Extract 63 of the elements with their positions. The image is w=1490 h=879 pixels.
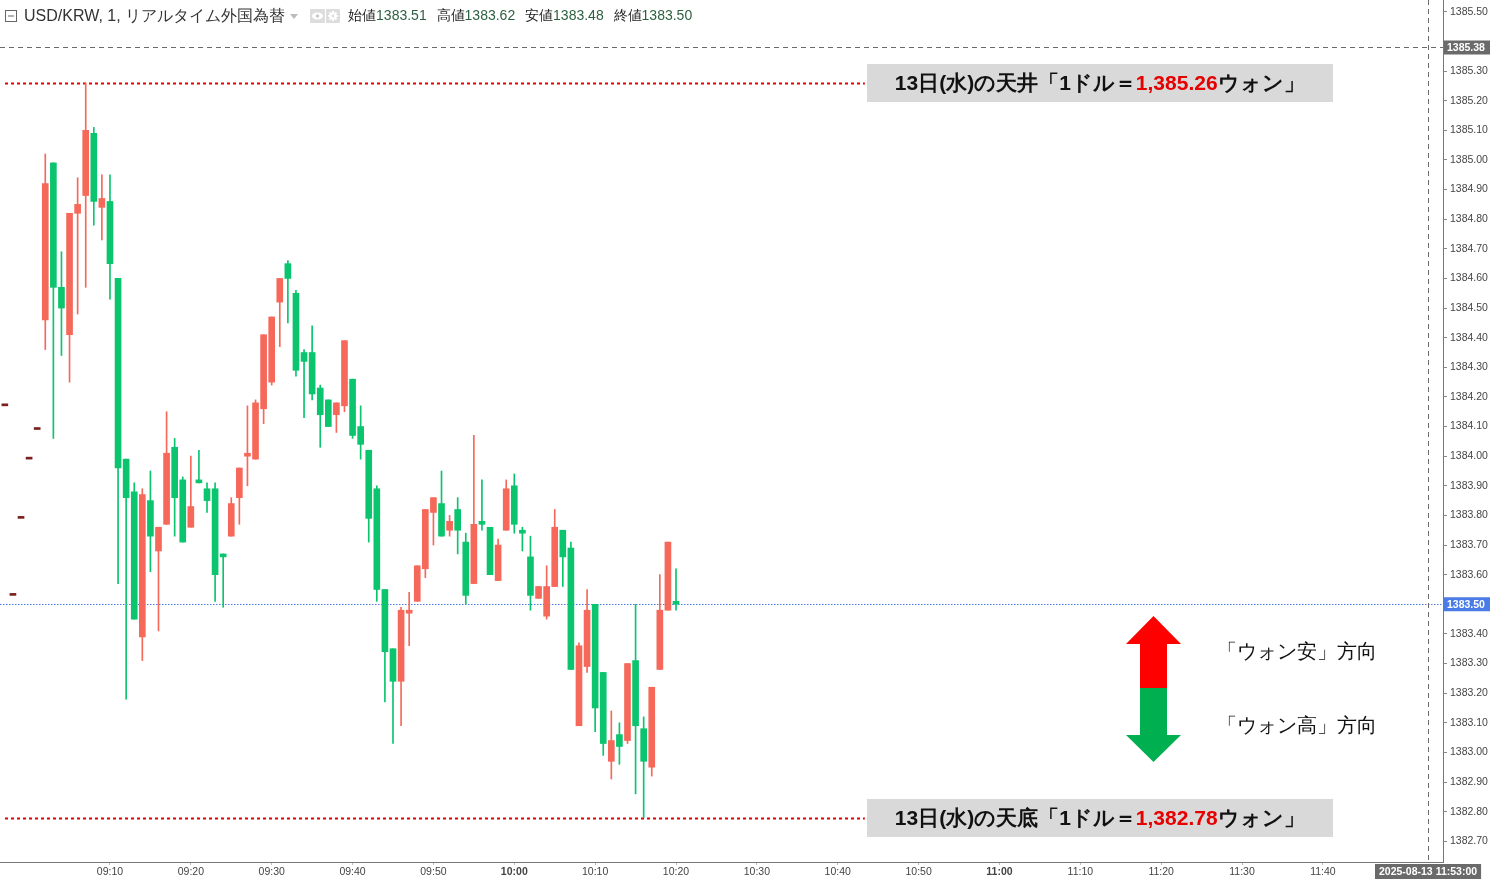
ref-line-label: 1385.38 bbox=[1447, 40, 1486, 53]
y-tick-label: 1383.00 bbox=[1450, 745, 1489, 758]
chart-title: USD/KRW, 1, リアルタイム外国為替 bbox=[24, 5, 286, 26]
x-tick-label: 10:50 bbox=[905, 865, 932, 878]
x-tick-label: 11:10 bbox=[1067, 865, 1094, 878]
y-tick-label: 1384.50 bbox=[1450, 300, 1489, 313]
x-tick-label: 09:20 bbox=[177, 865, 205, 878]
ref-line-label: 2025-08-13 11:53:00 bbox=[1379, 864, 1478, 877]
y-tick-label: 1382.90 bbox=[1450, 774, 1489, 787]
x-tick-label: 10:10 bbox=[582, 865, 609, 878]
x-tick-label: 10:20 bbox=[662, 865, 690, 878]
y-tick-label: 1384.40 bbox=[1450, 330, 1489, 343]
y-tick-label: 1385.50 bbox=[1450, 4, 1489, 17]
candlestick bbox=[1, 403, 9, 407]
y-tick-label: 1383.10 bbox=[1450, 715, 1489, 728]
candlestick bbox=[17, 516, 25, 519]
x-tick-label: 10:30 bbox=[743, 865, 771, 878]
y-tick-label: 1384.70 bbox=[1450, 241, 1489, 254]
x-tick-label: 09:40 bbox=[339, 865, 366, 878]
x-tick-label: 09:50 bbox=[420, 865, 447, 878]
x-tick-label: 11:30 bbox=[1229, 865, 1255, 878]
y-tick-label: 1383.40 bbox=[1450, 626, 1489, 639]
y-tick-label: 1383.80 bbox=[1450, 508, 1489, 521]
annotation: 「ウォン安」方向 bbox=[1217, 639, 1378, 662]
candlestick bbox=[284, 260, 292, 324]
y-tick-label: 1384.10 bbox=[1450, 419, 1489, 432]
y-tick-label: 1384.80 bbox=[1450, 212, 1489, 225]
candlestick bbox=[9, 593, 17, 596]
ref-line-label: 13日(水)の天井「1ドル＝1,385.26ウォン」 bbox=[894, 70, 1305, 94]
ref-line-label: 1383.50 bbox=[1447, 597, 1486, 610]
y-tick-label: 1385.10 bbox=[1450, 123, 1489, 136]
x-tick-label: 09:30 bbox=[258, 865, 285, 878]
y-tick-label: 1385.20 bbox=[1450, 93, 1489, 106]
y-tick-label: 1385.00 bbox=[1450, 152, 1489, 165]
candlestick bbox=[122, 458, 130, 700]
x-tick-label: 09:10 bbox=[96, 865, 124, 878]
y-tick-label: 1384.00 bbox=[1450, 449, 1489, 462]
x-tick-label: 11:00 bbox=[986, 865, 1013, 878]
x-tick-label: 10:40 bbox=[824, 865, 852, 878]
y-tick-label: 1383.70 bbox=[1450, 537, 1489, 550]
y-tick-label: 1382.80 bbox=[1450, 804, 1489, 817]
y-tick-label: 1383.60 bbox=[1450, 567, 1489, 580]
ref-line-label: 13日(水)の天底「1ドル＝1,382.78ウォン」 bbox=[894, 805, 1305, 829]
candlestick bbox=[33, 427, 41, 430]
y-tick-label: 1384.90 bbox=[1450, 182, 1489, 195]
text: 始値1383.51 高値1383.62 安値1383.48 終値1383.50 bbox=[348, 7, 693, 23]
x-tick-label: 11:40 bbox=[1310, 865, 1336, 878]
candlestick bbox=[300, 349, 308, 418]
candlestick bbox=[98, 174, 106, 241]
candlestick bbox=[405, 592, 413, 647]
candlestick bbox=[478, 479, 486, 531]
y-tick-label: 1383.90 bbox=[1450, 478, 1489, 491]
y-tick-label: 1383.30 bbox=[1450, 656, 1489, 669]
y-tick-label: 1384.20 bbox=[1450, 389, 1489, 402]
candlestick bbox=[672, 568, 680, 611]
annotation: 「ウォン高」方向 bbox=[1217, 713, 1378, 736]
y-tick-label: 1384.60 bbox=[1450, 271, 1489, 284]
y-tick-label: 1382.70 bbox=[1450, 834, 1489, 847]
y-tick-label: 1383.20 bbox=[1450, 686, 1489, 699]
x-tick-label: 11:20 bbox=[1148, 865, 1175, 878]
y-tick-label: 1384.30 bbox=[1450, 360, 1489, 373]
x-tick-label: 10:00 bbox=[500, 865, 528, 878]
y-tick-label: 1385.30 bbox=[1450, 63, 1489, 76]
